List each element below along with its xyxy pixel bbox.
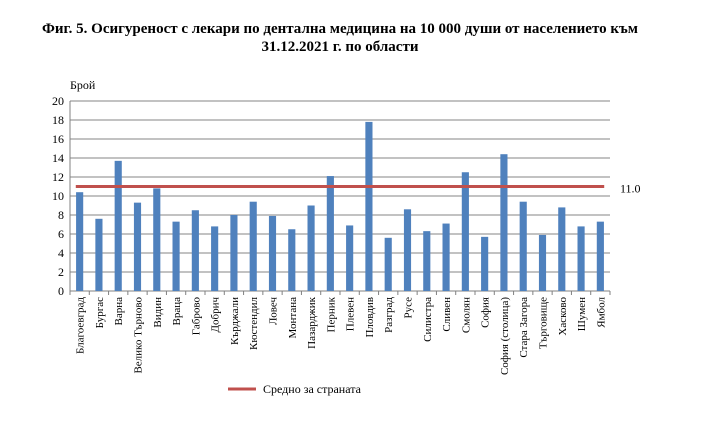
bar xyxy=(326,176,334,291)
x-tick-label: София xyxy=(480,297,492,328)
y-tick-label: 18 xyxy=(52,113,64,127)
bar xyxy=(481,236,489,291)
average-value-label: 11.0 xyxy=(620,182,641,196)
bar xyxy=(577,226,585,291)
x-tick-label: Разград xyxy=(383,297,395,333)
x-tick-label: Шумен xyxy=(576,297,588,331)
x-tick-label: Смолян xyxy=(460,297,472,333)
bar xyxy=(153,188,161,291)
bar xyxy=(307,205,315,291)
y-tick-label: 16 xyxy=(52,132,64,146)
bar xyxy=(191,210,199,291)
x-tick-label: Варна xyxy=(113,297,125,326)
bars xyxy=(76,121,604,292)
y-tick-label: 0 xyxy=(58,284,64,298)
y-tick-label: 2 xyxy=(58,265,64,279)
bar xyxy=(249,201,257,291)
bar xyxy=(95,218,103,291)
bar xyxy=(423,231,431,291)
x-tick-label: Хасково xyxy=(557,297,569,336)
bar xyxy=(461,172,469,291)
legend-label: Средно за страната xyxy=(263,382,362,396)
bar xyxy=(288,229,296,291)
x-tick-label: Перник xyxy=(325,296,337,332)
y-tick-labels: 0 2 4 6 8 10 12 14 16 18 20 xyxy=(52,94,64,298)
x-tick-label: Кюстендил xyxy=(248,297,260,350)
bar xyxy=(442,223,450,291)
x-tick-label: Монтана xyxy=(287,297,299,339)
x-tick-labels: Благоевград Бургас Варна Велико Търново Види… xyxy=(75,296,608,375)
bar xyxy=(538,234,547,291)
x-tick-label: Кърджали xyxy=(229,297,241,345)
bar xyxy=(365,121,373,292)
x-tick-label: Добрич xyxy=(210,297,222,333)
bar xyxy=(384,237,392,291)
x-tick-label: Благоевград xyxy=(75,297,87,354)
x-tick-label: София (столица) xyxy=(499,297,511,375)
bar xyxy=(346,225,354,291)
x-tick-label: Стара Загора xyxy=(518,297,530,358)
gridlines xyxy=(70,100,610,292)
y-axis-label: Брой xyxy=(70,78,96,92)
x-tick-label: Бургас xyxy=(94,297,106,328)
y-tick-label: 4 xyxy=(58,246,64,260)
bar xyxy=(230,215,238,291)
bar xyxy=(596,221,604,291)
bar xyxy=(558,207,566,291)
average-line-group: 11.0 xyxy=(75,182,641,196)
x-tick-label: Русе xyxy=(403,297,415,319)
bar xyxy=(500,154,508,291)
x-tick-label: Пловдив xyxy=(364,297,376,338)
x-tick-label: Силистра xyxy=(422,297,434,342)
bar xyxy=(114,160,122,291)
chart-title: Фиг. 5. Осигуреност с лекари по дентална… xyxy=(42,21,638,55)
x-tick-label: Търговище xyxy=(538,297,550,349)
x-tick-label: Габрово xyxy=(190,297,202,336)
x-tick-label: Плевен xyxy=(345,297,357,331)
bar xyxy=(211,226,219,291)
x-tick-label: Пазарджик xyxy=(306,296,318,348)
bar xyxy=(133,202,142,291)
y-tick-label: 8 xyxy=(58,208,64,222)
x-tick-label: Ловеч xyxy=(268,297,280,325)
x-tick-label: Враца xyxy=(171,297,183,326)
x-tick-label: Ямбол xyxy=(595,297,607,328)
y-tick-label: 6 xyxy=(58,227,64,241)
axes xyxy=(69,101,611,295)
y-tick-label: 20 xyxy=(52,94,64,108)
y-tick-label: 14 xyxy=(52,151,64,165)
x-tick-label: Велико Търново xyxy=(133,297,145,374)
bar xyxy=(172,221,180,291)
y-tick-label: 12 xyxy=(52,170,64,184)
x-tick-label: Видин xyxy=(152,297,164,328)
legend: Средно за страната xyxy=(228,382,362,396)
bar xyxy=(403,209,412,291)
bar xyxy=(76,192,84,291)
bar xyxy=(519,201,527,291)
bar xyxy=(268,215,277,291)
y-tick-label: 10 xyxy=(52,189,64,203)
x-tick-label: Сливен xyxy=(441,297,453,332)
